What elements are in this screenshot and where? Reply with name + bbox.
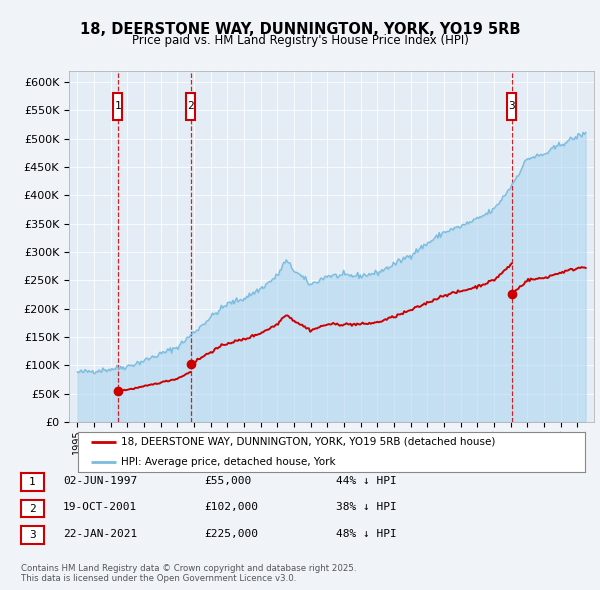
Text: £55,000: £55,000 [204,476,251,486]
Text: £102,000: £102,000 [204,503,258,512]
Text: 3: 3 [29,530,36,540]
Text: 1: 1 [29,477,36,487]
Text: 18, DEERSTONE WAY, DUNNINGTON, YORK, YO19 5RB (detached house): 18, DEERSTONE WAY, DUNNINGTON, YORK, YO1… [121,437,496,447]
Text: 48% ↓ HPI: 48% ↓ HPI [336,529,397,539]
Text: 3: 3 [508,101,515,112]
Text: 44% ↓ HPI: 44% ↓ HPI [336,476,397,486]
Text: Price paid vs. HM Land Registry's House Price Index (HPI): Price paid vs. HM Land Registry's House … [131,34,469,47]
FancyBboxPatch shape [507,93,516,120]
Text: 22-JAN-2021: 22-JAN-2021 [63,529,137,539]
Text: HPI: Average price, detached house, York: HPI: Average price, detached house, York [121,457,336,467]
FancyBboxPatch shape [113,93,122,120]
Text: 2: 2 [29,504,36,513]
Text: 02-JUN-1997: 02-JUN-1997 [63,476,137,486]
FancyBboxPatch shape [186,93,195,120]
Text: 1: 1 [114,101,121,112]
Text: 18, DEERSTONE WAY, DUNNINGTON, YORK, YO19 5RB: 18, DEERSTONE WAY, DUNNINGTON, YORK, YO1… [80,22,520,37]
Text: 2: 2 [187,101,194,112]
Text: Contains HM Land Registry data © Crown copyright and database right 2025.
This d: Contains HM Land Registry data © Crown c… [21,563,356,583]
Text: 19-OCT-2001: 19-OCT-2001 [63,503,137,512]
Text: 38% ↓ HPI: 38% ↓ HPI [336,503,397,512]
Text: £225,000: £225,000 [204,529,258,539]
